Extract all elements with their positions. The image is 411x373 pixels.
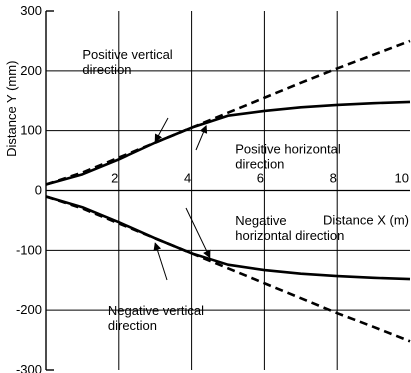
x-axis-label: Distance X (m) xyxy=(323,213,409,228)
x-tick-label: 6 xyxy=(257,171,264,186)
annotation-line: Positive vertical xyxy=(82,47,172,62)
annotation-arrow-pos_horiz xyxy=(195,124,208,151)
series-line-3 xyxy=(45,195,411,281)
annotation-line: direction xyxy=(235,156,284,171)
grid-lines xyxy=(46,11,410,370)
y-tick-label: 100 xyxy=(20,123,42,138)
x-tick-label: 2 xyxy=(111,171,118,186)
annotation-line: direction xyxy=(82,62,131,77)
y-tick-label: 300 xyxy=(20,3,42,18)
y-tick-label: -100 xyxy=(16,242,42,257)
axes xyxy=(45,10,54,371)
annotation-line: horizontal direction xyxy=(235,228,344,243)
x-tick-label: 8 xyxy=(330,171,337,186)
y-tick-label: -300 xyxy=(16,362,42,373)
series-line-1 xyxy=(45,39,411,186)
annotation-line: Positive horizontal xyxy=(235,141,341,156)
annotation-arrow-neg_vert xyxy=(153,242,168,281)
annotation-pos_vert: Positive vertical direction xyxy=(82,47,172,77)
x-tick-label: 4 xyxy=(184,171,191,186)
annotation-arrow-pos_vert xyxy=(154,117,169,143)
annotation-line: Negative xyxy=(235,213,286,228)
annotation-neg_vert: Negative vertical direction xyxy=(108,303,204,333)
annotation-line: Negative vertical xyxy=(108,303,204,318)
annotation-neg_horiz: Negative horizontal direction xyxy=(235,213,344,243)
annotation-pos_horiz: Positive horizontal direction xyxy=(235,141,341,171)
tick-labels: 300 200 100 0 -100 -200 -300 2 4 6 8 10 xyxy=(16,3,409,373)
x-tick-label: 10 xyxy=(395,171,409,186)
y-tick-label: 200 xyxy=(20,63,42,78)
y-tick-label: -200 xyxy=(16,302,42,317)
y-axis-label: Distance Y (mm) xyxy=(4,61,19,157)
series-lines xyxy=(45,39,411,343)
y-tick-label: 0 xyxy=(35,183,42,198)
annotation-line: direction xyxy=(108,318,157,333)
annotation-arrow-neg_horiz xyxy=(185,207,211,259)
series-line-4 xyxy=(45,195,411,343)
series-line-2 xyxy=(45,100,411,186)
